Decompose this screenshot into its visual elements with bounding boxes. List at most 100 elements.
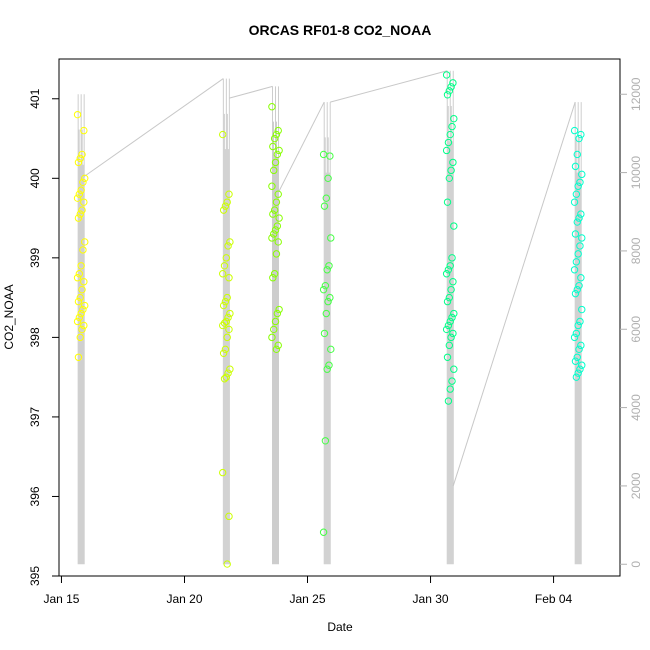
data-point [442,71,451,79]
data-point [571,230,580,238]
data-point [575,281,583,290]
y2-tick-label: 12000 [629,77,643,111]
data-point [270,134,279,143]
data-point [79,246,87,254]
data-point [74,214,83,222]
data-point [570,333,579,342]
data-point [445,341,454,350]
data-point [224,369,232,377]
data-point [274,238,282,246]
data-point [80,198,88,206]
data-point [76,293,84,302]
data-point [75,313,84,322]
data-point [572,329,581,338]
data-point [221,202,230,210]
data-point [272,250,281,258]
data-point [272,130,281,139]
data-point [268,333,276,342]
data-point [575,214,583,222]
data-point [320,329,329,338]
data-point [271,158,280,167]
data-point [270,270,279,278]
data-point [219,321,227,330]
data-point [74,158,83,167]
data-point [275,305,283,314]
x-axis-title: Date [327,620,353,634]
data-point [449,79,457,87]
altitude-transit-line [330,70,448,103]
data-point [576,242,584,250]
data-point [450,365,458,373]
data-point [81,238,89,246]
data-point [448,122,456,131]
data-point [226,309,234,318]
data-point [572,258,581,266]
data-point [573,218,581,226]
data-point [81,174,89,183]
data-point [73,194,82,202]
data-point [446,130,454,139]
data-point [221,345,230,354]
x-tick-label: Feb 04 [535,592,573,606]
data-point [324,297,332,306]
data-point [324,174,332,183]
data-point [572,190,581,198]
data-point [444,321,453,330]
data-point [574,182,582,190]
data-point [447,333,455,342]
data-point [77,262,85,270]
data-point [268,234,276,242]
data-point [448,254,456,262]
y-tick-label: 400 [28,168,42,188]
data-point [445,293,454,302]
data-point [449,278,457,286]
data-point [225,512,233,521]
data-point [78,285,86,294]
y2-tick-label: 8000 [629,237,643,264]
data-point [323,266,331,274]
data-point [269,210,277,218]
y2-axis: 0 2000 4000 6000 8000 10000 12000 [620,77,643,568]
chart-title: ORCAS RF01-8 CO2_NOAA [249,22,432,38]
data-point [446,385,454,393]
data-point [571,162,580,171]
data-point [223,293,231,302]
data-point [79,178,87,186]
data-point [576,178,584,186]
x-tick-label: Jan 30 [413,592,449,606]
y2-tick-label: 4000 [629,394,643,421]
y-tick-label: 396 [28,486,42,506]
data-point [271,317,280,326]
data-point [80,126,88,135]
data-point [274,190,282,198]
altitude-transit-line [452,101,576,487]
data-point [79,305,87,314]
data-point [80,321,88,330]
data-point [73,317,82,326]
data-point [223,333,231,342]
data-point [446,262,454,270]
data-point [326,152,334,160]
data-point [319,285,328,294]
data-point [225,190,233,198]
data-point [325,262,333,270]
data-point [446,317,454,326]
data-point [275,214,283,222]
data-point [220,262,229,270]
data-point [325,361,333,369]
data-point [577,341,585,350]
data-point [74,353,83,361]
data-point [270,206,279,214]
data-point [571,357,580,365]
data-point [450,222,458,230]
data-point [573,150,581,159]
data-point [219,468,227,477]
data-point [81,301,89,310]
data-point [273,222,282,230]
altitude-track-layer [77,70,582,565]
data-point [274,341,282,350]
data-point [73,110,82,119]
data-point [577,210,585,218]
y-tick-label: 399 [28,248,42,268]
